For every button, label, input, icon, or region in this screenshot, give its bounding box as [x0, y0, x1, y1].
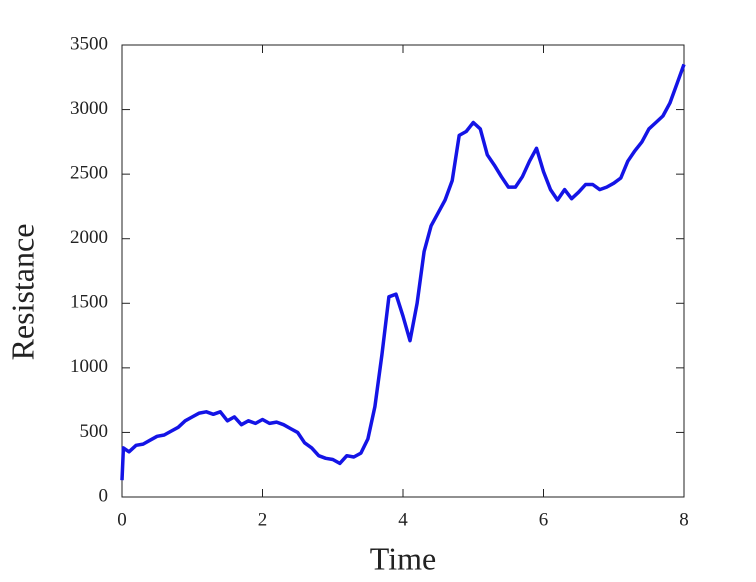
y-tick-label: 3500 — [70, 33, 108, 54]
y-tick-label: 500 — [80, 421, 109, 442]
y-tick-label: 1000 — [70, 356, 108, 377]
plot-frame — [121, 44, 685, 498]
y-tick-label: 2000 — [70, 227, 108, 248]
x-tick-label: 8 — [679, 509, 689, 530]
y-tick-label: 3000 — [70, 98, 108, 119]
y-tick-label: 1500 — [70, 292, 108, 313]
y-tick-label: 0 — [99, 485, 109, 506]
data-line — [120, 63, 686, 481]
x-axis-title: Time — [370, 540, 436, 576]
x-tick-label: 2 — [258, 509, 268, 530]
y-axis-title: Resistance — [4, 224, 40, 361]
y-tick-label: 2500 — [70, 163, 108, 184]
x-tick-label: 0 — [117, 509, 127, 530]
x-tick-label: 4 — [398, 509, 408, 530]
x-tick-label: 6 — [539, 509, 549, 530]
